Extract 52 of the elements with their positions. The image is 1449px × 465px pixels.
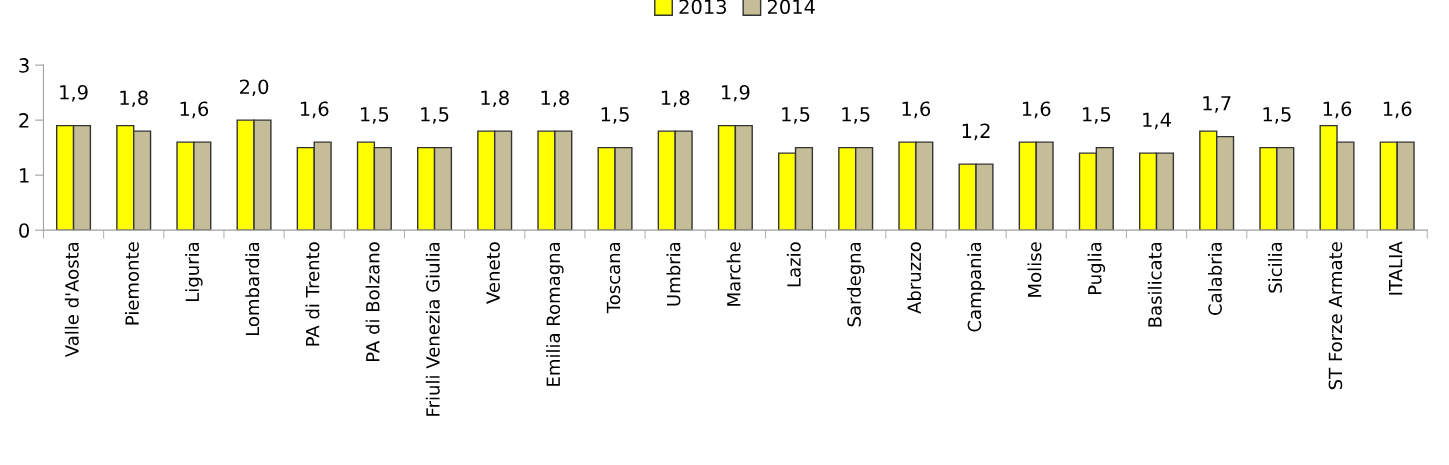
x-tick-label: Valle d'Aosta bbox=[64, 242, 79, 358]
y-tick-label: 1 bbox=[20, 168, 29, 183]
legend-label: 2013 bbox=[679, 0, 727, 15]
data-label: 1,9 bbox=[60, 84, 88, 102]
x-tick-label: Marche bbox=[726, 242, 741, 306]
x-tick-label: PA di Trento bbox=[305, 242, 320, 346]
x-tick-label: Veneto bbox=[486, 242, 500, 304]
legend-label: 2014 bbox=[767, 0, 815, 15]
data-label: 1,8 bbox=[541, 90, 569, 108]
data-label: 1,8 bbox=[481, 90, 509, 108]
x-tick-label: Piemonte bbox=[124, 242, 139, 325]
y-tick-label: 0 bbox=[19, 223, 29, 238]
data-label: 1,8 bbox=[120, 90, 148, 108]
x-tick-label: Lazio bbox=[786, 242, 801, 287]
data-label: 1,2 bbox=[962, 123, 990, 141]
data-label: 1,5 bbox=[782, 107, 810, 124]
x-tick-label: Friuli Venezia Giulia bbox=[425, 242, 440, 416]
x-tick-label: ST Forze Armate bbox=[1328, 242, 1343, 390]
x-tick-label: Sardegna bbox=[846, 242, 865, 327]
x-tick-label: ITALIA bbox=[1389, 241, 1403, 295]
data-label: 1,5 bbox=[421, 107, 449, 124]
x-tick-label: Emilia Romagna bbox=[546, 242, 564, 386]
data-label: 1,5 bbox=[361, 107, 389, 124]
data-label: 1,6 bbox=[1022, 101, 1051, 119]
x-tick-label: Puglia bbox=[1087, 242, 1106, 295]
data-label: 1,9 bbox=[722, 84, 750, 102]
x-tick-label: Umbria bbox=[666, 242, 681, 306]
data-label: 1,8 bbox=[661, 90, 690, 108]
x-tick-label: Calabria bbox=[1207, 242, 1222, 315]
x-tick-label: Molise bbox=[1027, 242, 1042, 297]
data-label: 1,4 bbox=[1143, 112, 1171, 130]
data-label: 1,5 bbox=[1083, 107, 1111, 124]
y-tick-label: 2 bbox=[19, 113, 29, 128]
data-label: 1,6 bbox=[180, 101, 209, 119]
data-label: 1,5 bbox=[601, 107, 629, 124]
data-label: 1,6 bbox=[1383, 101, 1412, 119]
data-label: 1,6 bbox=[300, 101, 329, 119]
data-label: 1,6 bbox=[1323, 101, 1352, 119]
x-tick-label: Campania bbox=[967, 242, 985, 332]
data-label: 2,0 bbox=[240, 79, 269, 97]
data-label: 1,6 bbox=[902, 101, 931, 119]
data-label: 1,7 bbox=[1203, 96, 1231, 113]
x-tick-label: Lombardia bbox=[245, 242, 260, 336]
x-tick-label: Basilicata bbox=[1147, 242, 1162, 327]
x-tick-label: PA di Bolzano bbox=[365, 242, 380, 362]
x-tick-label: Sicilia bbox=[1268, 242, 1283, 293]
y-tick-label: 3 bbox=[19, 58, 29, 73]
data-label: 1,5 bbox=[842, 107, 870, 124]
x-tick-label: Abruzzo bbox=[907, 242, 922, 314]
data-label: 1,5 bbox=[1263, 107, 1291, 124]
x-tick-label: Toscana bbox=[606, 242, 621, 314]
x-tick-label: Liguria bbox=[185, 242, 203, 301]
